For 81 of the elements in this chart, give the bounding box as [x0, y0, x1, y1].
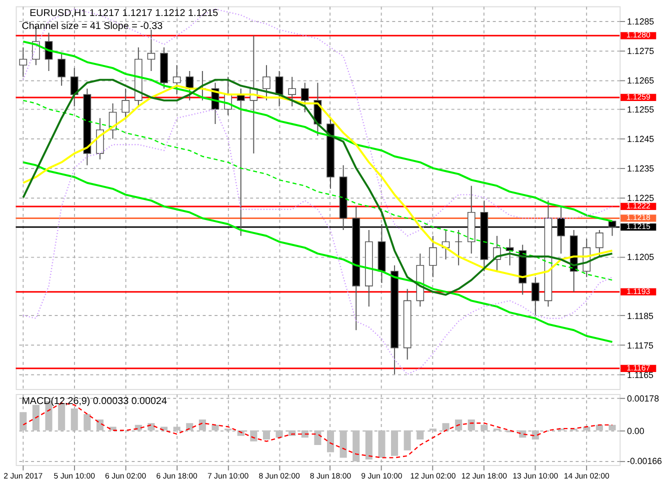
ref-line-label: 1.1280 — [626, 30, 652, 40]
ref-line-label: 1.1215 — [626, 222, 652, 232]
y-tick-label: 1.1205 — [627, 252, 654, 262]
candlestick — [96, 118, 104, 160]
candlestick — [454, 230, 462, 266]
bar — [480, 424, 488, 430]
candlestick — [531, 276, 540, 316]
x-tick-label: 13 Jun 10:00 — [512, 471, 559, 480]
candlestick — [147, 29, 156, 72]
y-tick-label: 1.1275 — [627, 46, 654, 56]
bar — [404, 430, 411, 450]
bar — [378, 430, 386, 458]
bar — [532, 430, 539, 440]
bar — [468, 419, 475, 430]
bar — [198, 419, 206, 430]
x-tick-label: 14 Jun 02:00 — [564, 471, 610, 480]
y-tick-label: 1.1185 — [627, 310, 654, 321]
bar — [442, 423, 450, 430]
candlestick — [596, 230, 604, 258]
x-tick-label: 5 Jun 10:00 — [54, 471, 96, 480]
bar — [340, 430, 347, 458]
candlestick — [19, 46, 28, 78]
line-series — [22, 8, 613, 236]
bar — [32, 404, 40, 430]
y-tick-label: 1.1265 — [627, 75, 654, 86]
x-tick-label: 2 Jun 2017 — [4, 471, 43, 480]
bar — [314, 430, 322, 445]
bar — [416, 430, 424, 440]
x-tick-label: 8 Jun 02:00 — [258, 471, 300, 480]
bar — [186, 423, 194, 430]
candlestick — [122, 88, 130, 119]
y-tick-label: 0.00 — [627, 426, 644, 436]
candlestick — [300, 82, 309, 113]
candlestick — [262, 64, 270, 101]
line-series — [22, 161, 614, 343]
bar — [608, 424, 616, 430]
annotation: Channel size = 41 Slope = -0.33 — [22, 20, 164, 32]
bar — [391, 430, 398, 456]
bar — [352, 430, 360, 462]
x-tick-label: 7 Jun 10:00 — [207, 471, 250, 480]
bar — [262, 430, 270, 440]
bar — [70, 408, 78, 430]
y-tick-label: 0.00178 — [627, 393, 660, 404]
y-tick-label: -0.00166 — [627, 456, 662, 466]
y-tick-label: 1.1225 — [627, 193, 654, 204]
ref-line-label: 1.1222 — [626, 201, 650, 210]
candlestick — [58, 52, 66, 86]
y-tick-label: 1.1175 — [627, 340, 654, 350]
candlestick — [288, 76, 296, 107]
x-tick-label: 8 Jun 18:00 — [310, 471, 352, 480]
bar — [365, 430, 372, 460]
candlestick — [172, 64, 181, 96]
bar — [250, 430, 258, 442]
candlestick — [429, 235, 437, 278]
ref-line-label: 1.1167 — [626, 363, 650, 372]
x-tick-label: 9 Jun 10:00 — [361, 471, 403, 480]
bar — [96, 419, 104, 430]
y-tick-label: 1.1285 — [627, 16, 654, 26]
bar — [596, 424, 603, 430]
annotation: MACD(12,26,9) 0.00033 0.00024 — [22, 396, 168, 407]
y-tick-label: 1.1235 — [627, 164, 654, 174]
x-tick-label: 12 Jun 18:00 — [461, 471, 508, 480]
bar — [212, 424, 219, 430]
bar — [84, 414, 91, 430]
x-tick-label: 6 Jun 18:00 — [156, 471, 198, 480]
ref-line-label: 1.1259 — [626, 92, 650, 102]
bar — [326, 430, 334, 452]
ref-line-label: 1.1218 — [626, 213, 652, 222]
bar — [455, 419, 462, 430]
bar — [20, 412, 27, 430]
x-tick-label: 12 Jun 02:00 — [410, 471, 456, 480]
bar — [276, 430, 283, 438]
candlestick — [275, 70, 284, 107]
annotation: EURUSD,H1 1.1217 1.1217 1.1212 1.1215 — [30, 8, 219, 20]
ref-line-label: 1.1193 — [626, 286, 651, 296]
candlestick — [70, 68, 78, 107]
y-tick-label: 1.1165 — [627, 370, 654, 380]
y-tick-label: 1.1245 — [627, 134, 654, 144]
bar — [173, 426, 180, 430]
x-tick-label: 6 Jun 02:00 — [105, 471, 147, 480]
y-tick-label: 1.1255 — [627, 104, 654, 115]
